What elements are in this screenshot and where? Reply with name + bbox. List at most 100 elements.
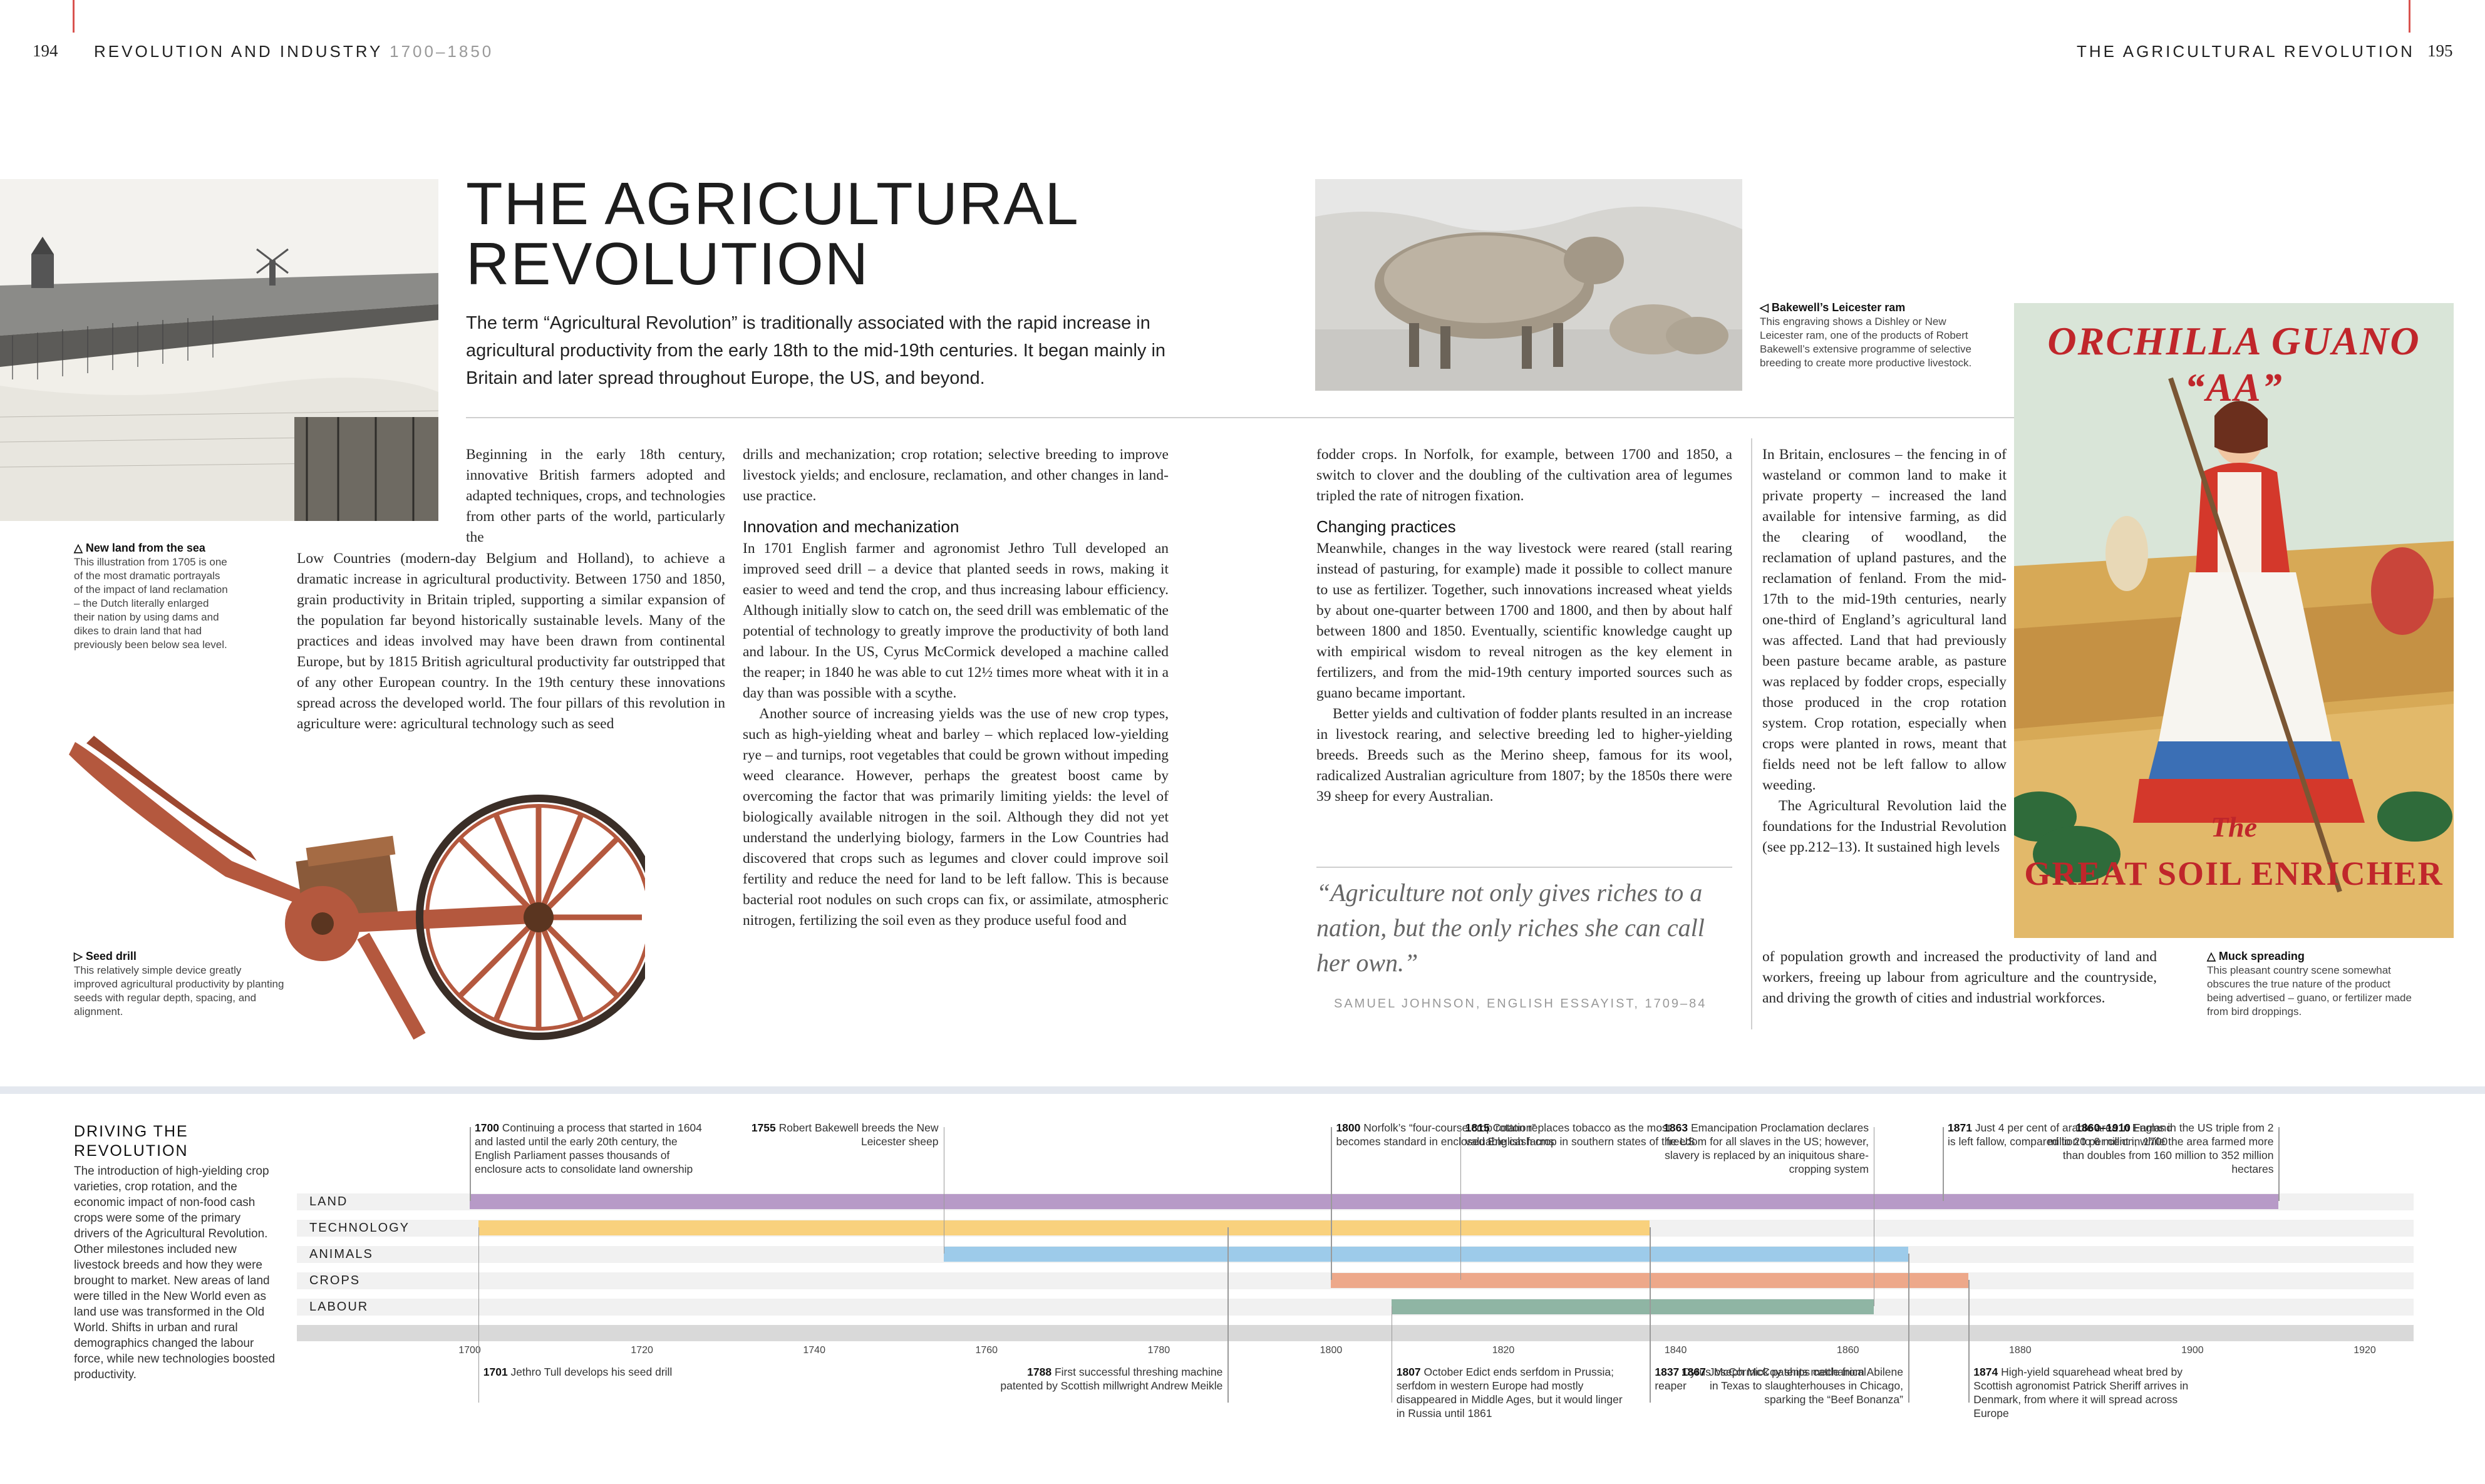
timeline-row-band (297, 1272, 2414, 1289)
timeline-connector (1460, 1127, 1462, 1280)
timeline-event-text: Cyrus McCormick patents mechanical reape… (1655, 1366, 1866, 1392)
timeline-connector (478, 1227, 480, 1403)
quote-attribution: SAMUEL JOHNSON, ENGLISH ESSAYIST, 1709–8… (1334, 997, 1707, 1011)
timeline-event-text: Continuing a process that started in 160… (475, 1121, 702, 1175)
timeline-connector (943, 1127, 944, 1254)
running-head-right: THE AGRICULTURAL REVOLUTION (2077, 42, 2415, 61)
caption-new-land-title: △ New land from the sea (74, 542, 205, 554)
body-col4: In Britain, enclosures – the fencing in … (1762, 445, 2007, 858)
timeline-event-year: 1700 (475, 1121, 502, 1134)
body-col3-p1: Meanwhile, changes in the way livestock … (1316, 540, 1732, 701)
body-col3: fodder crops. In Norfolk, for example, b… (1316, 445, 1732, 807)
seed-drill-photo (69, 736, 645, 1040)
timeline-event-year: 1837 (1655, 1366, 1683, 1378)
left-page-number: 194 (33, 41, 58, 60)
body-col4-p2: The Agricultural Revolution laid the fou… (1762, 798, 2007, 855)
timeline-event: 1867 Joseph McCoy ships cattle from Abil… (1671, 1365, 1903, 1406)
timeline-event: 1863 Emancipation Proclamation declares … (1637, 1121, 1869, 1176)
caption-ram-text: This engraving shows a Dishley or New Le… (1760, 316, 1972, 369)
column-divider (1751, 438, 1752, 1029)
body-col4-p1: In Britain, enclosures – the fencing in … (1762, 446, 2007, 793)
timeline-tick-label: 1720 (631, 1345, 653, 1356)
body-col2-p2: Another source of increasing yields was … (743, 706, 1169, 929)
caption-ram-title: ◁ Bakewell’s Leicester ram (1760, 301, 1906, 314)
timeline-bar (943, 1247, 1908, 1262)
body-col3-p2: Better yields and cultivation of fodder … (1316, 706, 1732, 805)
timeline-event-text: Norfolk’s “four-course crop rotation” be… (1336, 1121, 1554, 1148)
running-head-section: REVOLUTION AND INDUSTRY (94, 42, 383, 61)
pull-quote: “Agriculture not only gives riches to a … (1316, 879, 1705, 977)
timeline-event-year: 1871 (1948, 1121, 1975, 1134)
poster-subtitle: GREAT SOIL ENRICHER (2024, 855, 2444, 892)
timeline-axis (297, 1325, 2414, 1341)
body-col2-p1: In 1701 English farmer and agronomist Je… (743, 540, 1169, 701)
timeline-connector (1650, 1227, 1651, 1403)
caption-muck-text: This pleasant country scene somewhat obs… (2207, 964, 2412, 1018)
timeline-event-text: High-yield squarehead wheat bred by Scot… (1973, 1366, 2189, 1420)
body-col2-p0: drills and mechanization; crop rotation;… (743, 446, 1169, 504)
timeline-tick-label: 1840 (1664, 1345, 1687, 1356)
timeline-row-label: LAND (309, 1195, 348, 1208)
timeline-connector (1873, 1127, 1875, 1306)
timeline-row-label: ANIMALS (309, 1247, 373, 1261)
timeline-row-label: LABOUR (309, 1300, 369, 1314)
right-page-number: 195 (2427, 41, 2453, 60)
timeline-tick-label: 1880 (2009, 1345, 2032, 1356)
body-col1-rest: Low Countries (modern-day Belgium and Ho… (297, 550, 725, 732)
body-col4-rest: of population growth and increased the p… (1762, 949, 2157, 1006)
timeline-event-year: 1788 (1027, 1366, 1055, 1378)
timeline-tick-label: 1900 (2181, 1345, 2204, 1356)
caption-new-land: △ New land from the sea This illustratio… (74, 541, 232, 652)
quote-rule-top (1316, 867, 1732, 868)
timeline-event-year: 1800 (1336, 1121, 1364, 1134)
body-col3-p0: fodder crops. In Norfolk, for example, b… (1316, 446, 1732, 504)
timeline-event: 1700 Continuing a process that started i… (475, 1121, 706, 1176)
timeline-bar (1331, 1273, 1969, 1288)
timeline-event: 1837 Cyrus McCormick patents mechanical … (1655, 1365, 1886, 1393)
timeline-event-year: 1807 (1396, 1366, 1424, 1378)
timeline-event-text: October Edict ends serfdom in Prussia; s… (1396, 1366, 1623, 1420)
timeline-tick-label: 1740 (803, 1345, 825, 1356)
guano-poster-art (2014, 303, 2454, 938)
timeline-top-strip (0, 1086, 2485, 1094)
timeline-event: 1860–1910 Farms in the US triple from 2 … (2042, 1121, 2274, 1176)
timeline-event-text: Farms in the US triple from 2 million to… (2047, 1121, 2274, 1175)
guano-poster: ORCHILLA GUANO “AA” The GREAT SOIL ENRIC… (2014, 303, 2454, 938)
timeline-connector (2278, 1127, 2280, 1201)
caption-muck-title: △ Muck spreading (2207, 950, 2305, 962)
timeline-heading: DRIVING THE REVOLUTION (74, 1123, 189, 1160)
running-head-left: REVOLUTION AND INDUSTRY 1700–1850 (94, 42, 493, 61)
heading-innovation: Innovation and mechanization (743, 517, 959, 536)
page-title-line-2: REVOLUTION (466, 230, 870, 297)
poster-the: The (2210, 811, 2258, 843)
page-title: THE AGRICULTURAL REVOLUTION (466, 174, 1080, 294)
timeline-description: The introduction of high-yielding crop v… (74, 1165, 276, 1381)
timeline-tick-label: 1760 (975, 1345, 998, 1356)
timeline-row-band (297, 1220, 2414, 1237)
timeline-tick-label: 1860 (1836, 1345, 1859, 1356)
body-col2: drills and mechanization; crop rotation;… (743, 445, 1169, 931)
timeline-event-text: Just 4 per cent of arable area in Englan… (1948, 1121, 2173, 1148)
timeline-event: 1755 Robert Bakewell breeds the New Leic… (707, 1121, 939, 1148)
poster-title: ORCHILLA GUANO “AA” (2047, 319, 2420, 410)
caption-seed-drill-title: ▷ Seed drill (74, 950, 137, 962)
running-head-dates: 1700–1850 (390, 42, 494, 61)
timeline-bar (478, 1220, 1650, 1235)
timeline-row-label: CROPS (309, 1274, 361, 1287)
timeline-row-band (297, 1299, 2414, 1316)
timeline-tick-label: 1780 (1147, 1345, 1170, 1356)
body-col1-top: Beginning in the early 18th century, inn… (466, 446, 725, 545)
timeline-event-text: Robert Bakewell breeds the New Leicester… (778, 1121, 939, 1148)
timeline-connector (1331, 1127, 1332, 1280)
timeline-event: 1815 Cotton replaces tobacco as the most… (1465, 1121, 1697, 1148)
timeline-bar (1391, 1299, 1874, 1314)
timeline-event: 1807 October Edict ends serfdom in Pruss… (1397, 1365, 1628, 1420)
timeline-tick-label: 1700 (458, 1345, 481, 1356)
leicester-ram-engraving (1315, 179, 1742, 391)
timeline-connector (470, 1127, 471, 1201)
timeline-event-year: 1863 (1663, 1121, 1691, 1134)
timeline-event-text: First successful threshing machine paten… (1000, 1366, 1223, 1392)
timeline-event-text: Emancipation Proclamation declares freed… (1665, 1121, 1869, 1175)
timeline-event: 1874 High-yield squarehead wheat bred by… (1973, 1365, 2205, 1420)
timeline-event: 1701 Jethro Tull develops his seed drill (483, 1365, 715, 1379)
